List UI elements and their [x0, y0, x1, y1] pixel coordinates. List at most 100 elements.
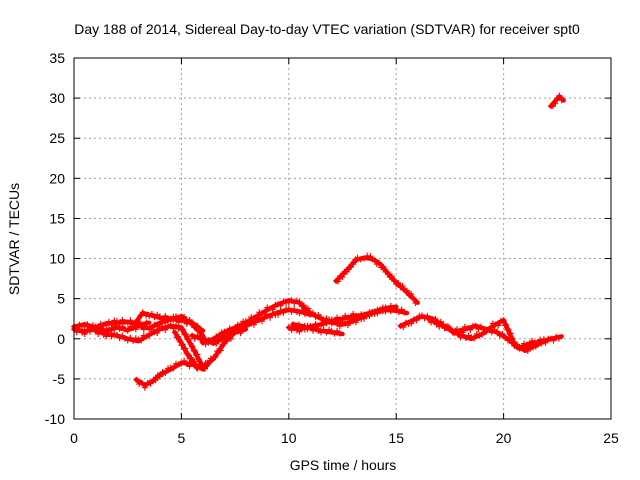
data-point [143, 312, 149, 319]
data-point [213, 340, 220, 347]
data-point [267, 314, 273, 321]
data-point [295, 321, 302, 328]
data-point [218, 329, 225, 336]
x-axis-label: GPS time / hours [290, 457, 397, 473]
data-point [343, 268, 350, 275]
data-point [197, 327, 204, 334]
data-point [105, 330, 112, 337]
data-point [190, 347, 197, 354]
data-point [179, 326, 186, 333]
data-point [499, 331, 506, 337]
data-point [371, 257, 378, 264]
data-point [234, 321, 241, 328]
data-point [218, 336, 225, 343]
data-point [202, 336, 209, 343]
series-arc-10 [290, 321, 345, 337]
data-point [108, 333, 115, 340]
data-point [143, 319, 150, 326]
data-point [334, 327, 341, 334]
data-point [162, 319, 169, 326]
data-point [212, 354, 219, 360]
data-point [487, 327, 494, 334]
data-point [312, 325, 319, 331]
data-point [400, 324, 407, 331]
data-point [232, 326, 239, 333]
data-point [182, 345, 189, 352]
data-point [339, 274, 346, 280]
data-point [184, 351, 191, 357]
data-point [304, 308, 311, 315]
data-point [323, 315, 330, 322]
data-point [245, 319, 252, 326]
data-point [452, 327, 459, 334]
data-point [148, 328, 155, 334]
data-point [234, 327, 241, 334]
data-point [242, 318, 249, 325]
data-point [193, 364, 200, 371]
data-point [154, 330, 161, 336]
data-point [538, 340, 545, 347]
data-point [376, 259, 382, 266]
data-point [81, 331, 88, 337]
data-point [425, 315, 432, 322]
data-point [357, 256, 364, 263]
data-point [355, 314, 362, 321]
data-point [410, 295, 417, 302]
data-point [175, 333, 182, 340]
data-point [178, 314, 185, 321]
data-point [172, 329, 178, 336]
data-point [195, 356, 202, 363]
data-point [248, 320, 255, 327]
data-point [430, 317, 437, 324]
data-point [84, 321, 91, 328]
data-point [291, 306, 298, 313]
data-point [296, 328, 303, 335]
data-point [495, 322, 502, 329]
data-point [181, 357, 188, 364]
data-point [296, 298, 303, 305]
data-point [108, 320, 115, 327]
data-point [119, 332, 126, 339]
data-point [336, 330, 343, 337]
data-point [264, 304, 271, 311]
data-point [227, 335, 234, 342]
data-point [183, 360, 190, 367]
data-point [524, 348, 531, 354]
data-point [170, 365, 177, 372]
data-point [280, 309, 287, 316]
data-point [133, 376, 140, 383]
data-point [401, 309, 408, 316]
data-point [307, 324, 314, 331]
data-point [388, 273, 395, 280]
data-point [290, 321, 297, 328]
data-point [402, 319, 409, 326]
data-point [181, 346, 187, 353]
data-point [395, 279, 402, 286]
x-tick-label: 25 [603, 430, 619, 446]
data-point [97, 328, 104, 335]
data-point [363, 313, 370, 320]
data-point [558, 97, 565, 104]
data-point [367, 253, 374, 260]
data-point [398, 306, 405, 313]
series-arc-13 [425, 315, 549, 354]
data-point [323, 329, 330, 336]
data-point [514, 341, 520, 348]
y-tick-label: 20 [49, 170, 65, 186]
data-point [189, 319, 196, 326]
data-point [460, 331, 467, 338]
data-point [216, 335, 222, 342]
data-point [162, 326, 169, 333]
data-point [288, 297, 295, 304]
data-point [207, 355, 214, 362]
data-point [204, 359, 211, 366]
data-point [248, 314, 255, 321]
data-point [331, 330, 338, 337]
data-point [111, 330, 118, 337]
data-point [267, 305, 273, 312]
data-point [275, 311, 282, 318]
data-point [492, 321, 499, 328]
data-point [127, 334, 134, 341]
